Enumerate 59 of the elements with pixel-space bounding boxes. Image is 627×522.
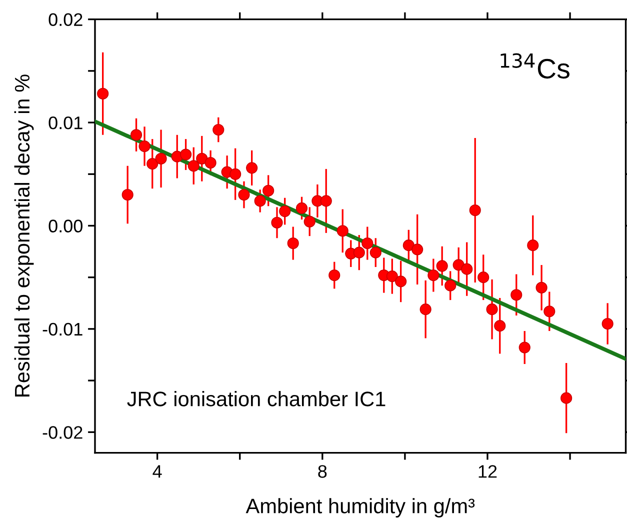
point xyxy=(262,184,274,196)
point xyxy=(469,204,481,216)
point xyxy=(287,237,299,250)
y-tick-label: -0.02 xyxy=(42,426,82,439)
point xyxy=(412,244,424,256)
point xyxy=(395,276,407,288)
point xyxy=(362,237,374,250)
point xyxy=(518,342,530,354)
annotation: JRC ionisation chamber IC1 xyxy=(127,391,386,406)
point xyxy=(122,188,134,201)
point xyxy=(428,269,440,282)
point xyxy=(494,320,506,332)
point xyxy=(146,158,158,170)
point xyxy=(536,282,548,294)
point xyxy=(402,240,414,252)
x-tick-label: 12 xyxy=(478,465,497,478)
point xyxy=(188,160,200,172)
point xyxy=(97,88,109,100)
x-axis-title: Ambient humidity in g/m³ xyxy=(246,498,475,518)
point xyxy=(478,272,490,284)
point xyxy=(386,270,398,282)
point xyxy=(336,225,348,237)
y-tick-label: 0.01 xyxy=(48,116,82,130)
point xyxy=(155,152,167,164)
point xyxy=(238,188,250,201)
point xyxy=(544,306,556,318)
y-tick-label: -0.01 xyxy=(42,322,82,336)
point xyxy=(602,318,614,330)
point xyxy=(279,205,291,218)
point xyxy=(130,129,142,141)
point xyxy=(254,195,266,207)
x-tick-label: 4 xyxy=(152,465,162,478)
point xyxy=(296,202,308,214)
y-tick-label: 0.02 xyxy=(48,13,82,26)
point xyxy=(461,263,473,275)
point xyxy=(560,392,572,404)
point xyxy=(444,280,456,292)
x-tick-label: 8 xyxy=(318,465,327,478)
point xyxy=(420,304,432,316)
y-tick-label: 0.00 xyxy=(48,220,82,232)
point xyxy=(486,304,498,316)
point xyxy=(320,195,332,207)
annotation: $^{134}$Cs xyxy=(500,53,570,79)
point xyxy=(271,216,283,228)
point xyxy=(180,148,192,160)
point xyxy=(370,246,382,258)
point xyxy=(196,152,208,164)
point xyxy=(212,124,224,136)
point xyxy=(328,269,340,282)
point xyxy=(510,289,522,301)
y-axis-title: Residual to exponential decay in % xyxy=(14,74,34,396)
point xyxy=(353,246,365,258)
point xyxy=(304,216,316,228)
point xyxy=(204,156,216,169)
point xyxy=(230,168,242,180)
point xyxy=(527,240,539,252)
point xyxy=(246,162,258,174)
point xyxy=(436,260,448,272)
point xyxy=(138,140,150,152)
